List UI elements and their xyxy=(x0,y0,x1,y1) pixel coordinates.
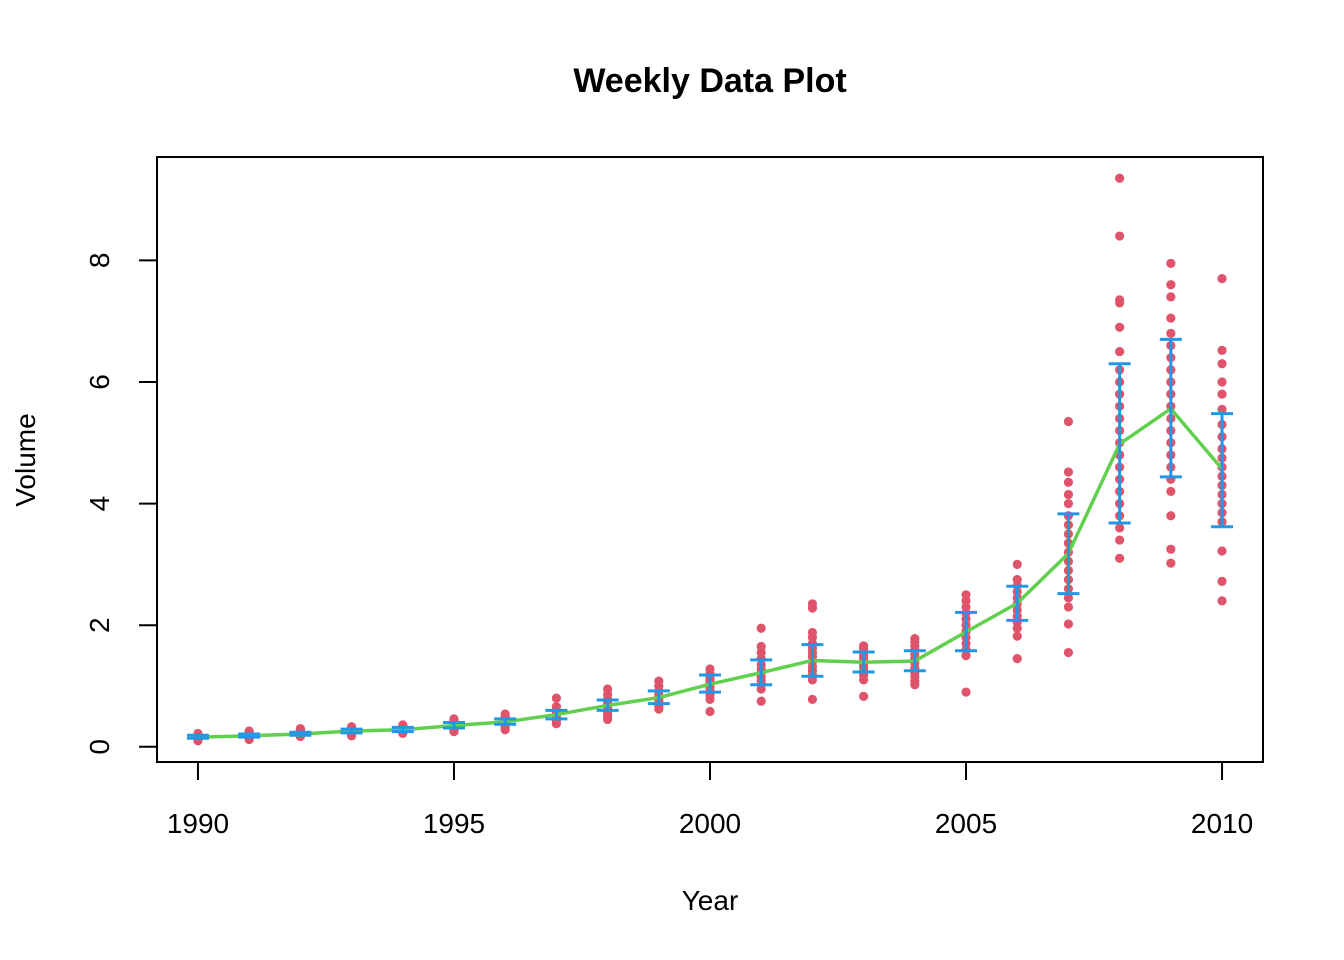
error-bar xyxy=(186,733,209,740)
error-bar xyxy=(1159,337,1182,479)
y-tick-label: 4 xyxy=(84,496,115,512)
data-point xyxy=(1115,535,1125,545)
data-point xyxy=(705,664,715,674)
data-point xyxy=(1217,596,1227,606)
data-point xyxy=(1217,389,1227,399)
data-point xyxy=(1166,558,1176,568)
data-point xyxy=(1217,377,1227,387)
data-point xyxy=(1166,258,1176,269)
error-bar xyxy=(340,727,363,735)
data-point xyxy=(1115,553,1125,563)
x-tick-label: 1995 xyxy=(423,808,485,839)
error-bar xyxy=(647,689,670,706)
x-tick-label: 2000 xyxy=(679,808,741,839)
data-point xyxy=(1063,477,1074,487)
data-point xyxy=(1166,292,1176,302)
data-point xyxy=(807,627,818,638)
data-point xyxy=(1217,359,1227,369)
data-point xyxy=(602,684,613,694)
y-axis: 0 2 4 6 8 xyxy=(84,253,157,755)
data-point xyxy=(1115,322,1125,332)
data-point xyxy=(1166,511,1176,521)
error-bar xyxy=(442,720,465,730)
data-point xyxy=(1063,467,1074,477)
data-point xyxy=(756,641,766,652)
error-bar xyxy=(852,650,875,674)
x-tick-label: 1990 xyxy=(167,808,229,839)
data-point xyxy=(961,687,971,697)
data-point xyxy=(1063,593,1074,603)
data-point xyxy=(1115,231,1125,241)
data-point xyxy=(859,691,869,701)
error-bar xyxy=(1108,362,1131,525)
y-tick-label: 2 xyxy=(84,617,115,633)
data-point xyxy=(1166,313,1176,323)
y-tick-label: 6 xyxy=(84,374,115,390)
data-point xyxy=(551,693,561,703)
error-bar xyxy=(238,732,261,739)
data-point xyxy=(807,599,818,609)
data-point xyxy=(500,709,510,719)
error-bar xyxy=(494,717,517,726)
data-point xyxy=(1063,498,1074,509)
data-point xyxy=(1217,404,1227,414)
data-point xyxy=(1063,602,1074,612)
y-tick-label: 8 xyxy=(84,253,115,269)
error-bar xyxy=(1057,512,1080,596)
data-point xyxy=(1115,346,1125,357)
data-point xyxy=(1063,647,1074,658)
data-point xyxy=(1217,274,1227,284)
data-point xyxy=(1217,546,1227,556)
error-bar xyxy=(289,730,312,737)
data-point xyxy=(756,696,766,706)
error-bar xyxy=(699,673,721,694)
error-bar xyxy=(801,643,824,678)
error-bar xyxy=(1211,412,1234,529)
data-point xyxy=(1012,631,1022,641)
data-point xyxy=(1012,559,1022,569)
data-point xyxy=(1012,574,1022,585)
data-point xyxy=(1115,295,1125,305)
y-tick-label: 0 xyxy=(84,739,115,755)
chart-title: Weekly Data Plot xyxy=(573,62,846,100)
data-point xyxy=(1012,654,1022,664)
error-bar xyxy=(903,649,926,673)
data-point xyxy=(859,641,869,651)
data-point xyxy=(1217,345,1227,355)
data-point xyxy=(1115,173,1125,183)
error-bar xyxy=(1006,584,1029,622)
error-bar xyxy=(596,698,619,712)
error-bar xyxy=(545,708,568,721)
x-axis: 1990 1995 2000 2005 2010 xyxy=(167,762,1253,839)
data-point xyxy=(1115,523,1125,533)
data-point xyxy=(1217,576,1227,587)
data-point xyxy=(1166,486,1176,497)
error-bar xyxy=(750,658,773,687)
error-bar xyxy=(391,725,414,734)
data-point xyxy=(961,590,971,600)
data-point xyxy=(1063,619,1074,629)
data-point xyxy=(654,676,664,686)
data-point xyxy=(1063,489,1074,500)
error-bar xyxy=(955,610,978,653)
data-point xyxy=(1063,416,1074,427)
data-point xyxy=(1166,544,1176,554)
data-point xyxy=(1166,328,1176,338)
x-axis-label: Year xyxy=(682,885,739,916)
data-point xyxy=(756,623,766,633)
data-point xyxy=(807,694,818,704)
x-tick-label: 2005 xyxy=(935,808,997,839)
data-point xyxy=(705,706,715,717)
data-points xyxy=(193,173,1227,746)
y-axis-label: Volume xyxy=(10,413,41,506)
data-point xyxy=(1166,280,1176,290)
error-bars-layer xyxy=(186,337,1234,740)
data-point xyxy=(910,633,920,644)
x-tick-label: 2010 xyxy=(1191,808,1253,839)
